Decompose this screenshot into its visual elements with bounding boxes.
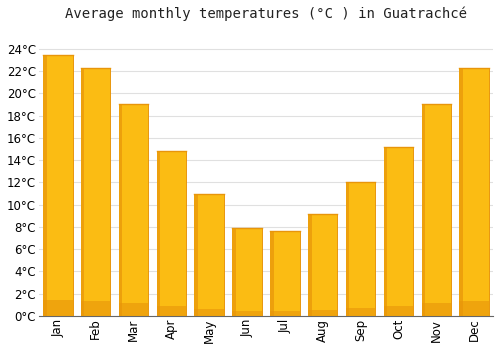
Bar — [308, 214, 338, 316]
Bar — [270, 311, 300, 316]
Bar — [43, 55, 72, 316]
Bar — [81, 68, 84, 316]
Bar — [422, 303, 451, 316]
Bar — [384, 147, 387, 316]
Bar — [346, 308, 376, 316]
Bar — [346, 182, 350, 316]
Bar — [460, 301, 489, 316]
Bar — [194, 194, 198, 316]
Bar — [422, 104, 451, 316]
Bar — [43, 300, 72, 316]
Title: Average monthly temperatures (°C ) in Guatrachcé: Average monthly temperatures (°C ) in Gu… — [65, 7, 467, 21]
Bar — [81, 68, 110, 316]
Bar — [422, 104, 425, 316]
Bar — [308, 310, 338, 316]
Bar — [194, 194, 224, 316]
Bar — [118, 303, 148, 316]
Bar — [118, 104, 122, 316]
Bar — [232, 228, 262, 316]
Bar — [308, 214, 312, 316]
Bar — [270, 231, 300, 316]
Bar — [384, 306, 413, 316]
Bar — [232, 311, 262, 316]
Bar — [232, 228, 236, 316]
Bar — [81, 301, 110, 316]
Bar — [384, 147, 413, 316]
Bar — [346, 182, 376, 316]
Bar — [194, 309, 224, 316]
Bar — [156, 151, 160, 316]
Bar — [460, 68, 489, 316]
Bar — [118, 104, 148, 316]
Bar — [43, 55, 46, 316]
Bar — [156, 306, 186, 316]
Bar — [460, 68, 463, 316]
Bar — [270, 231, 274, 316]
Bar — [156, 151, 186, 316]
